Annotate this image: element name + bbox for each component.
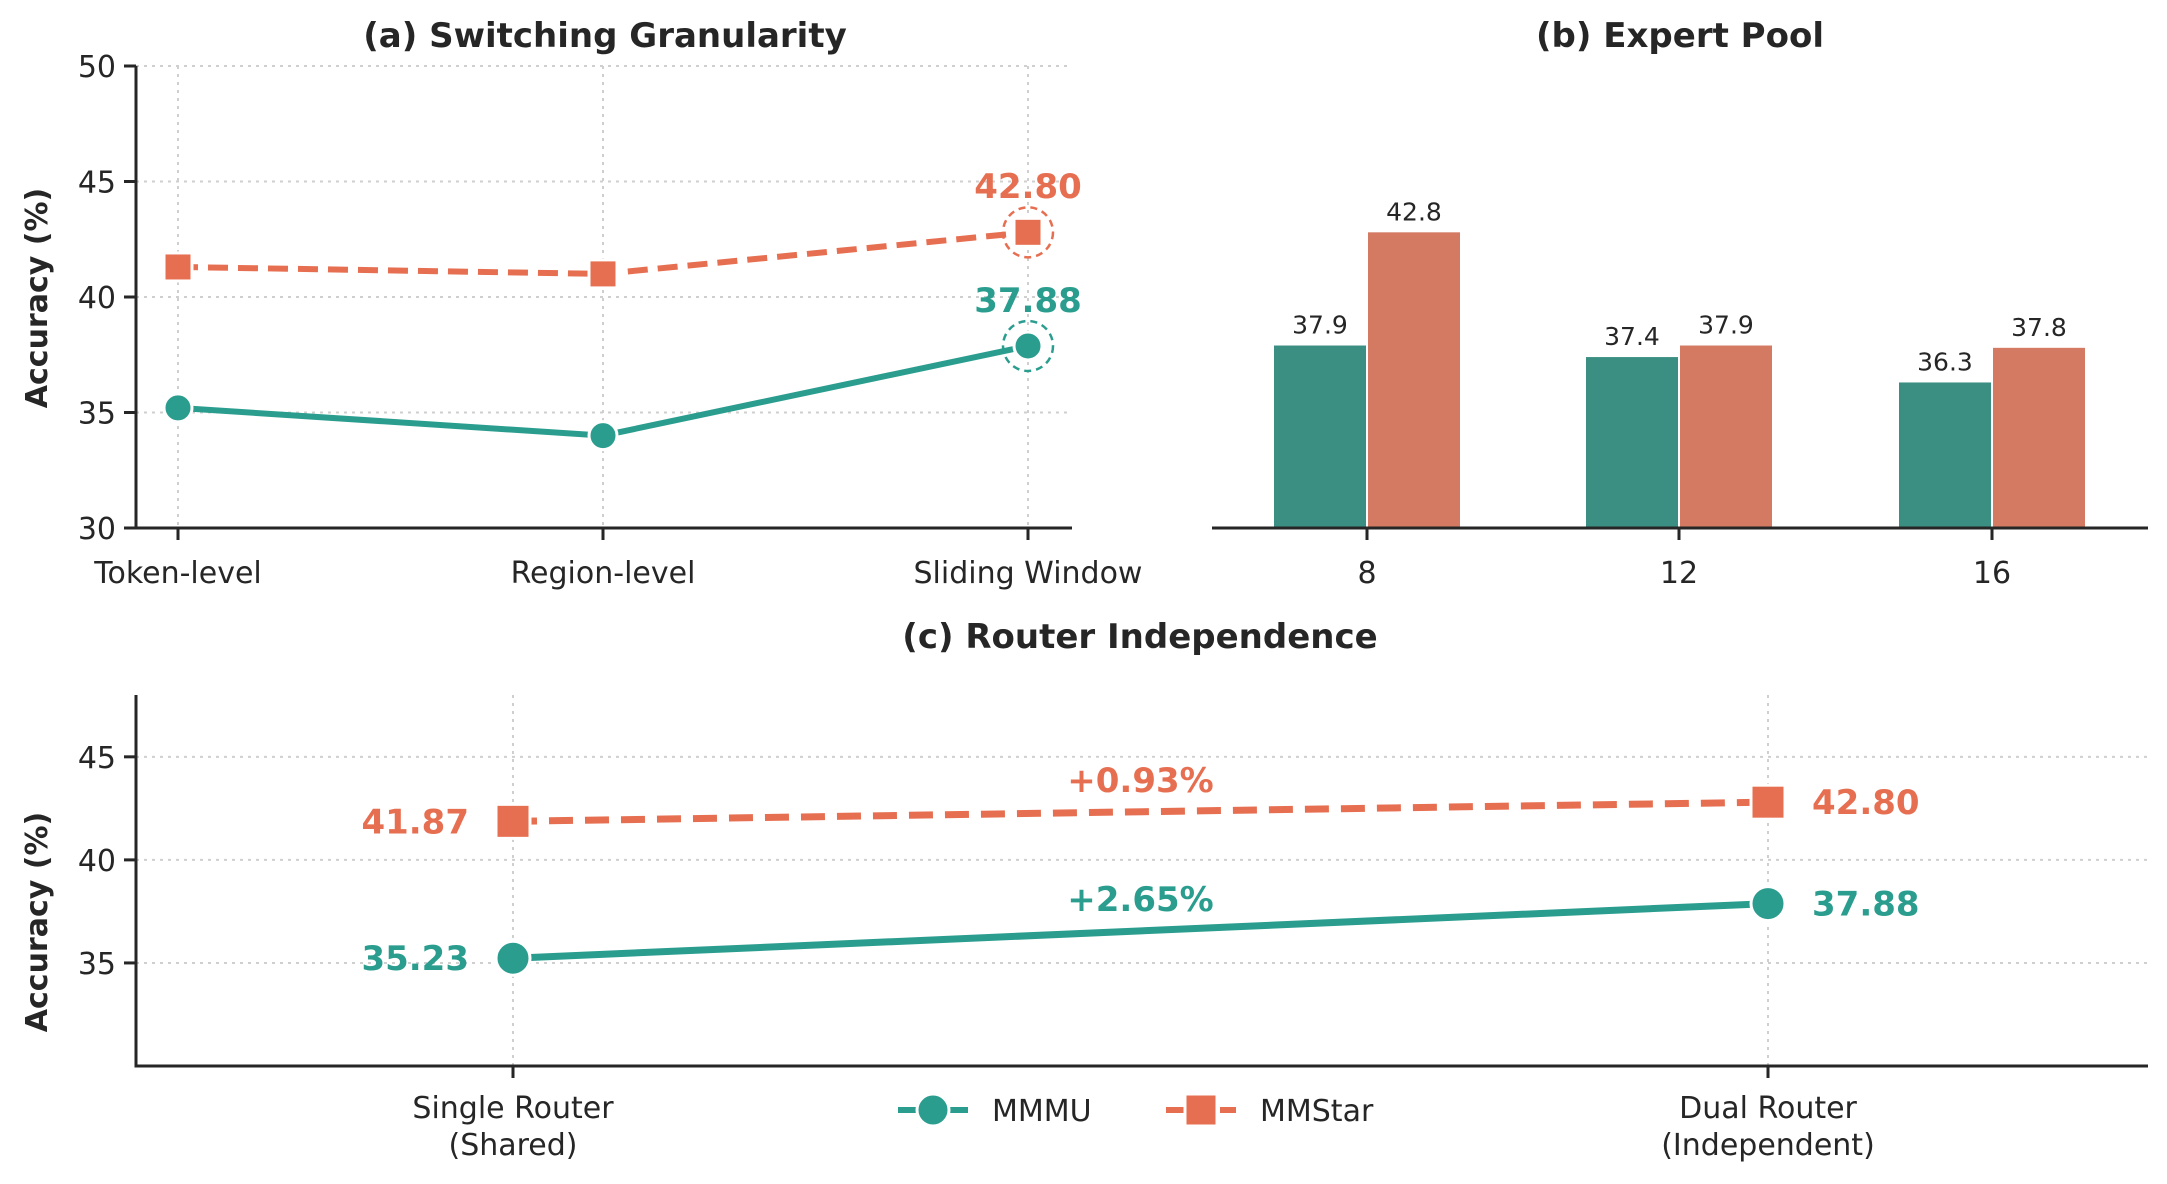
- panel-a-mmmu-point: [1012, 330, 1044, 362]
- panel-c-ylabel: Accuracy (%): [20, 812, 55, 1032]
- panel-a-mmstar-point: [587, 258, 619, 290]
- panel-a-ytick-label: 45: [78, 166, 116, 201]
- panel-b-bar-mmstar: [1680, 345, 1772, 528]
- legend: MMMU MMStar: [898, 1092, 1374, 1129]
- panel-c-delta-bg: [1050, 757, 1231, 802]
- panel-a-xtick-label: Region-level: [511, 556, 696, 591]
- panel-b-bar-label: 37.9: [1292, 311, 1348, 340]
- panel-c-mmstar-value-label: 41.87: [361, 802, 469, 842]
- panel-a-xtick-label: Token-level: [93, 556, 262, 591]
- panel-a-ticks: 30 35 40 45 50 Token-level Region-level Sliding…: [78, 50, 1143, 591]
- panel-a-mmstar-highlight-ring: [1001, 206, 1055, 259]
- panel-c-ytick-label: 45: [78, 741, 116, 776]
- panel-b-bar-mmmu: [1274, 345, 1366, 528]
- panel-a-mmstar-point: [162, 251, 194, 283]
- panel-b-bar-label: 42.8: [1386, 197, 1442, 226]
- panel-a-mmmu-point: [587, 420, 619, 452]
- legend-mmmu-marker: [915, 1092, 951, 1128]
- panel-b-bar-mmmu: [1586, 357, 1678, 528]
- panel-a-mmmu-highlight-label: 37.88: [974, 281, 1082, 321]
- panel-a-mmmu-point: [162, 392, 194, 424]
- panel-c-series: +0.93% 41.87 42.80 +2.65% 35.23 37.88: [361, 757, 1920, 979]
- panel-c-mmstar-value-label: 42.80: [1812, 783, 1920, 823]
- panel-a-ylabel: Accuracy (%): [20, 188, 55, 408]
- panel-c-grid: [136, 695, 2148, 1066]
- panel-b-ticks: 8 12 16: [1357, 528, 2011, 591]
- panel-c-mmmu-value-label: 37.88: [1812, 885, 1920, 925]
- panel-c-mmstar-line: [512, 798, 1769, 825]
- panel-c-xtick-label: (Independent): [1661, 1128, 1875, 1163]
- panel-c-xtick-label: Dual Router: [1679, 1091, 1857, 1126]
- panel-c-axes: [134, 695, 2148, 1068]
- legend-mmstar-marker: [1183, 1092, 1219, 1128]
- panel-b-xtick-label: 12: [1660, 556, 1698, 591]
- panel-c-ytick-label: 35: [78, 947, 116, 982]
- panel-a-ytick-label: 40: [78, 281, 116, 316]
- panel-b-xtick-label: 8: [1357, 556, 1376, 591]
- panel-b-bars: 37.9 37.4 36.3 42.8 37.9 37.8: [1274, 197, 2085, 528]
- panel-b-xtick-label: 16: [1973, 556, 2011, 591]
- panel-a-mmmu-highlight-ring: [1001, 319, 1055, 373]
- panel-b-bar-label: 37.8: [2011, 313, 2067, 342]
- panel-c-mmmu-point: [1749, 885, 1787, 923]
- panel-c-mmmu-point: [494, 939, 532, 977]
- panel-c-mmstar-delta: +0.93%: [1067, 761, 1213, 801]
- panel-b-bar-label: 37.4: [1604, 322, 1660, 351]
- panel-b-bar-mmmu: [1899, 382, 1991, 528]
- panel-c-mmmu-delta: +2.65%: [1067, 880, 1213, 920]
- panel-c-xtick-label: (Shared): [448, 1128, 577, 1163]
- panel-a-grid: [136, 65, 1072, 528]
- legend-mmmu-label: MMMU: [992, 1094, 1092, 1129]
- panel-a-ytick-label: 35: [78, 397, 116, 432]
- panel-a-ytick-label: 30: [78, 512, 116, 547]
- panel-c-ticks: 35 40 45 Single Router(Shared) Dual Router(I…: [78, 741, 1875, 1163]
- panel-b-bar-mmstar: [1368, 232, 1460, 528]
- panel-c-ytick-label: 40: [78, 844, 116, 879]
- legend-item-mmstar: MMStar: [1166, 1092, 1374, 1129]
- panel-c-xtick-label: Single Router: [412, 1091, 614, 1126]
- panel-a-switching-granularity: (a) Switching Granularity Accuracy (%) 3…: [20, 16, 1142, 591]
- panel-c-delta-bg: [1050, 876, 1231, 921]
- panel-b-bar-mmstar: [1993, 347, 2085, 528]
- panel-a-mmstar-highlight-label: 42.80: [974, 167, 1082, 207]
- panel-c-mmstar-point: [1749, 783, 1787, 821]
- panel-c-mmmu-line: [512, 900, 1769, 962]
- panel-c-router-independence: (c) Router Independence Accuracy (%) +0.…: [20, 617, 2148, 1163]
- panel-c-title: (c) Router Independence: [902, 617, 1377, 657]
- panel-a-mmstar-point: [1012, 216, 1044, 248]
- panel-b-expert-pool: (b) Expert Pool 37.9 37.4 36.3 42.8 37.9 37.8…: [1212, 16, 2148, 591]
- panel-a-axes: [134, 66, 1072, 530]
- panel-a-ytick-label: 50: [78, 50, 116, 85]
- panel-a-series: [162, 206, 1055, 452]
- panel-a-title: (a) Switching Granularity: [363, 16, 847, 56]
- panel-c-mmstar-point: [494, 802, 532, 840]
- panel-b-bar-label: 36.3: [1917, 347, 1973, 376]
- legend-item-mmmu: MMMU: [898, 1092, 1092, 1129]
- panel-b-title: (b) Expert Pool: [1536, 16, 1824, 56]
- panel-c-mmmu-value-label: 35.23: [361, 939, 469, 979]
- legend-mmstar-label: MMStar: [1260, 1094, 1374, 1129]
- panel-b-bar-label: 37.9: [1698, 311, 1754, 340]
- panel-a-xtick-label: Sliding Window: [914, 556, 1143, 591]
